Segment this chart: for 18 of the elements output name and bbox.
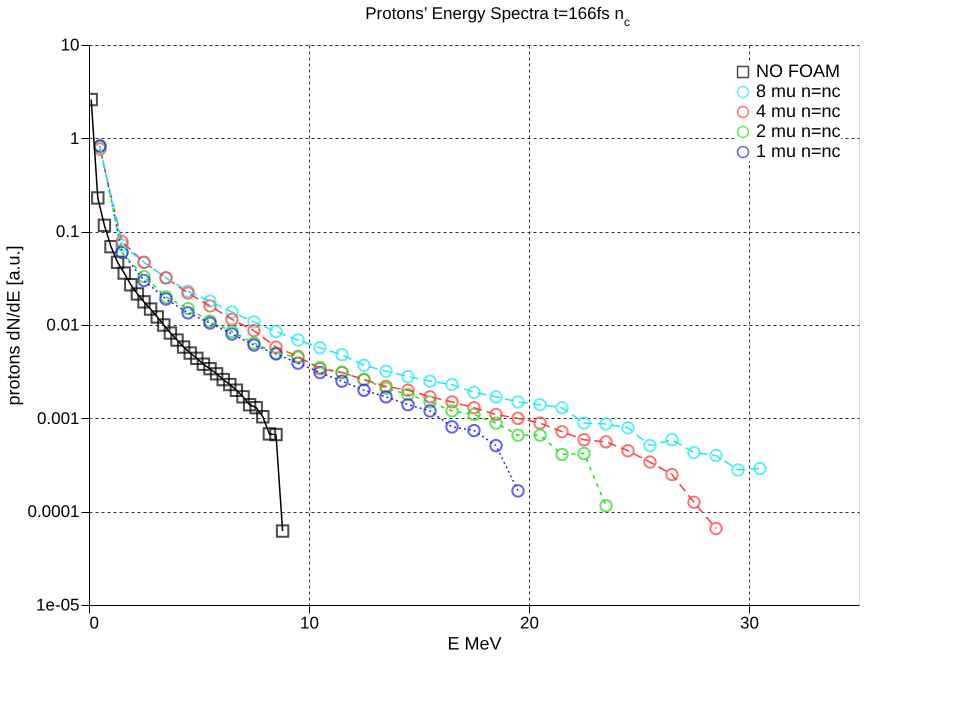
- x-tick-label: 20: [520, 614, 539, 632]
- legend-label: NO FOAM: [756, 61, 840, 81]
- y-tick-label: 0.001: [36, 408, 80, 428]
- x-tick-label: 10: [300, 614, 319, 632]
- y-tick-label: 0.01: [46, 316, 80, 334]
- x-axis-title: E MeV: [447, 634, 502, 654]
- y-tick-label: 10: [60, 36, 80, 54]
- legend-label: 1 mu n=nc: [756, 141, 841, 161]
- x-tick-label: 0: [90, 614, 99, 632]
- legend-label: 2 mu n=nc: [756, 121, 841, 141]
- y-tick-label: 1e-05: [36, 596, 80, 614]
- y-axis-title: protons dN/dE [a.u.]: [4, 245, 24, 406]
- y-tick-label: 0.0001: [28, 502, 80, 522]
- y-tick-label: 1: [70, 128, 80, 148]
- legend-label: 4 mu n=nc: [756, 101, 841, 121]
- x-tick-label: 30: [740, 614, 759, 632]
- y-tick-label: 0.1: [56, 222, 80, 242]
- legend-label: 8 mu n=nc: [756, 81, 841, 101]
